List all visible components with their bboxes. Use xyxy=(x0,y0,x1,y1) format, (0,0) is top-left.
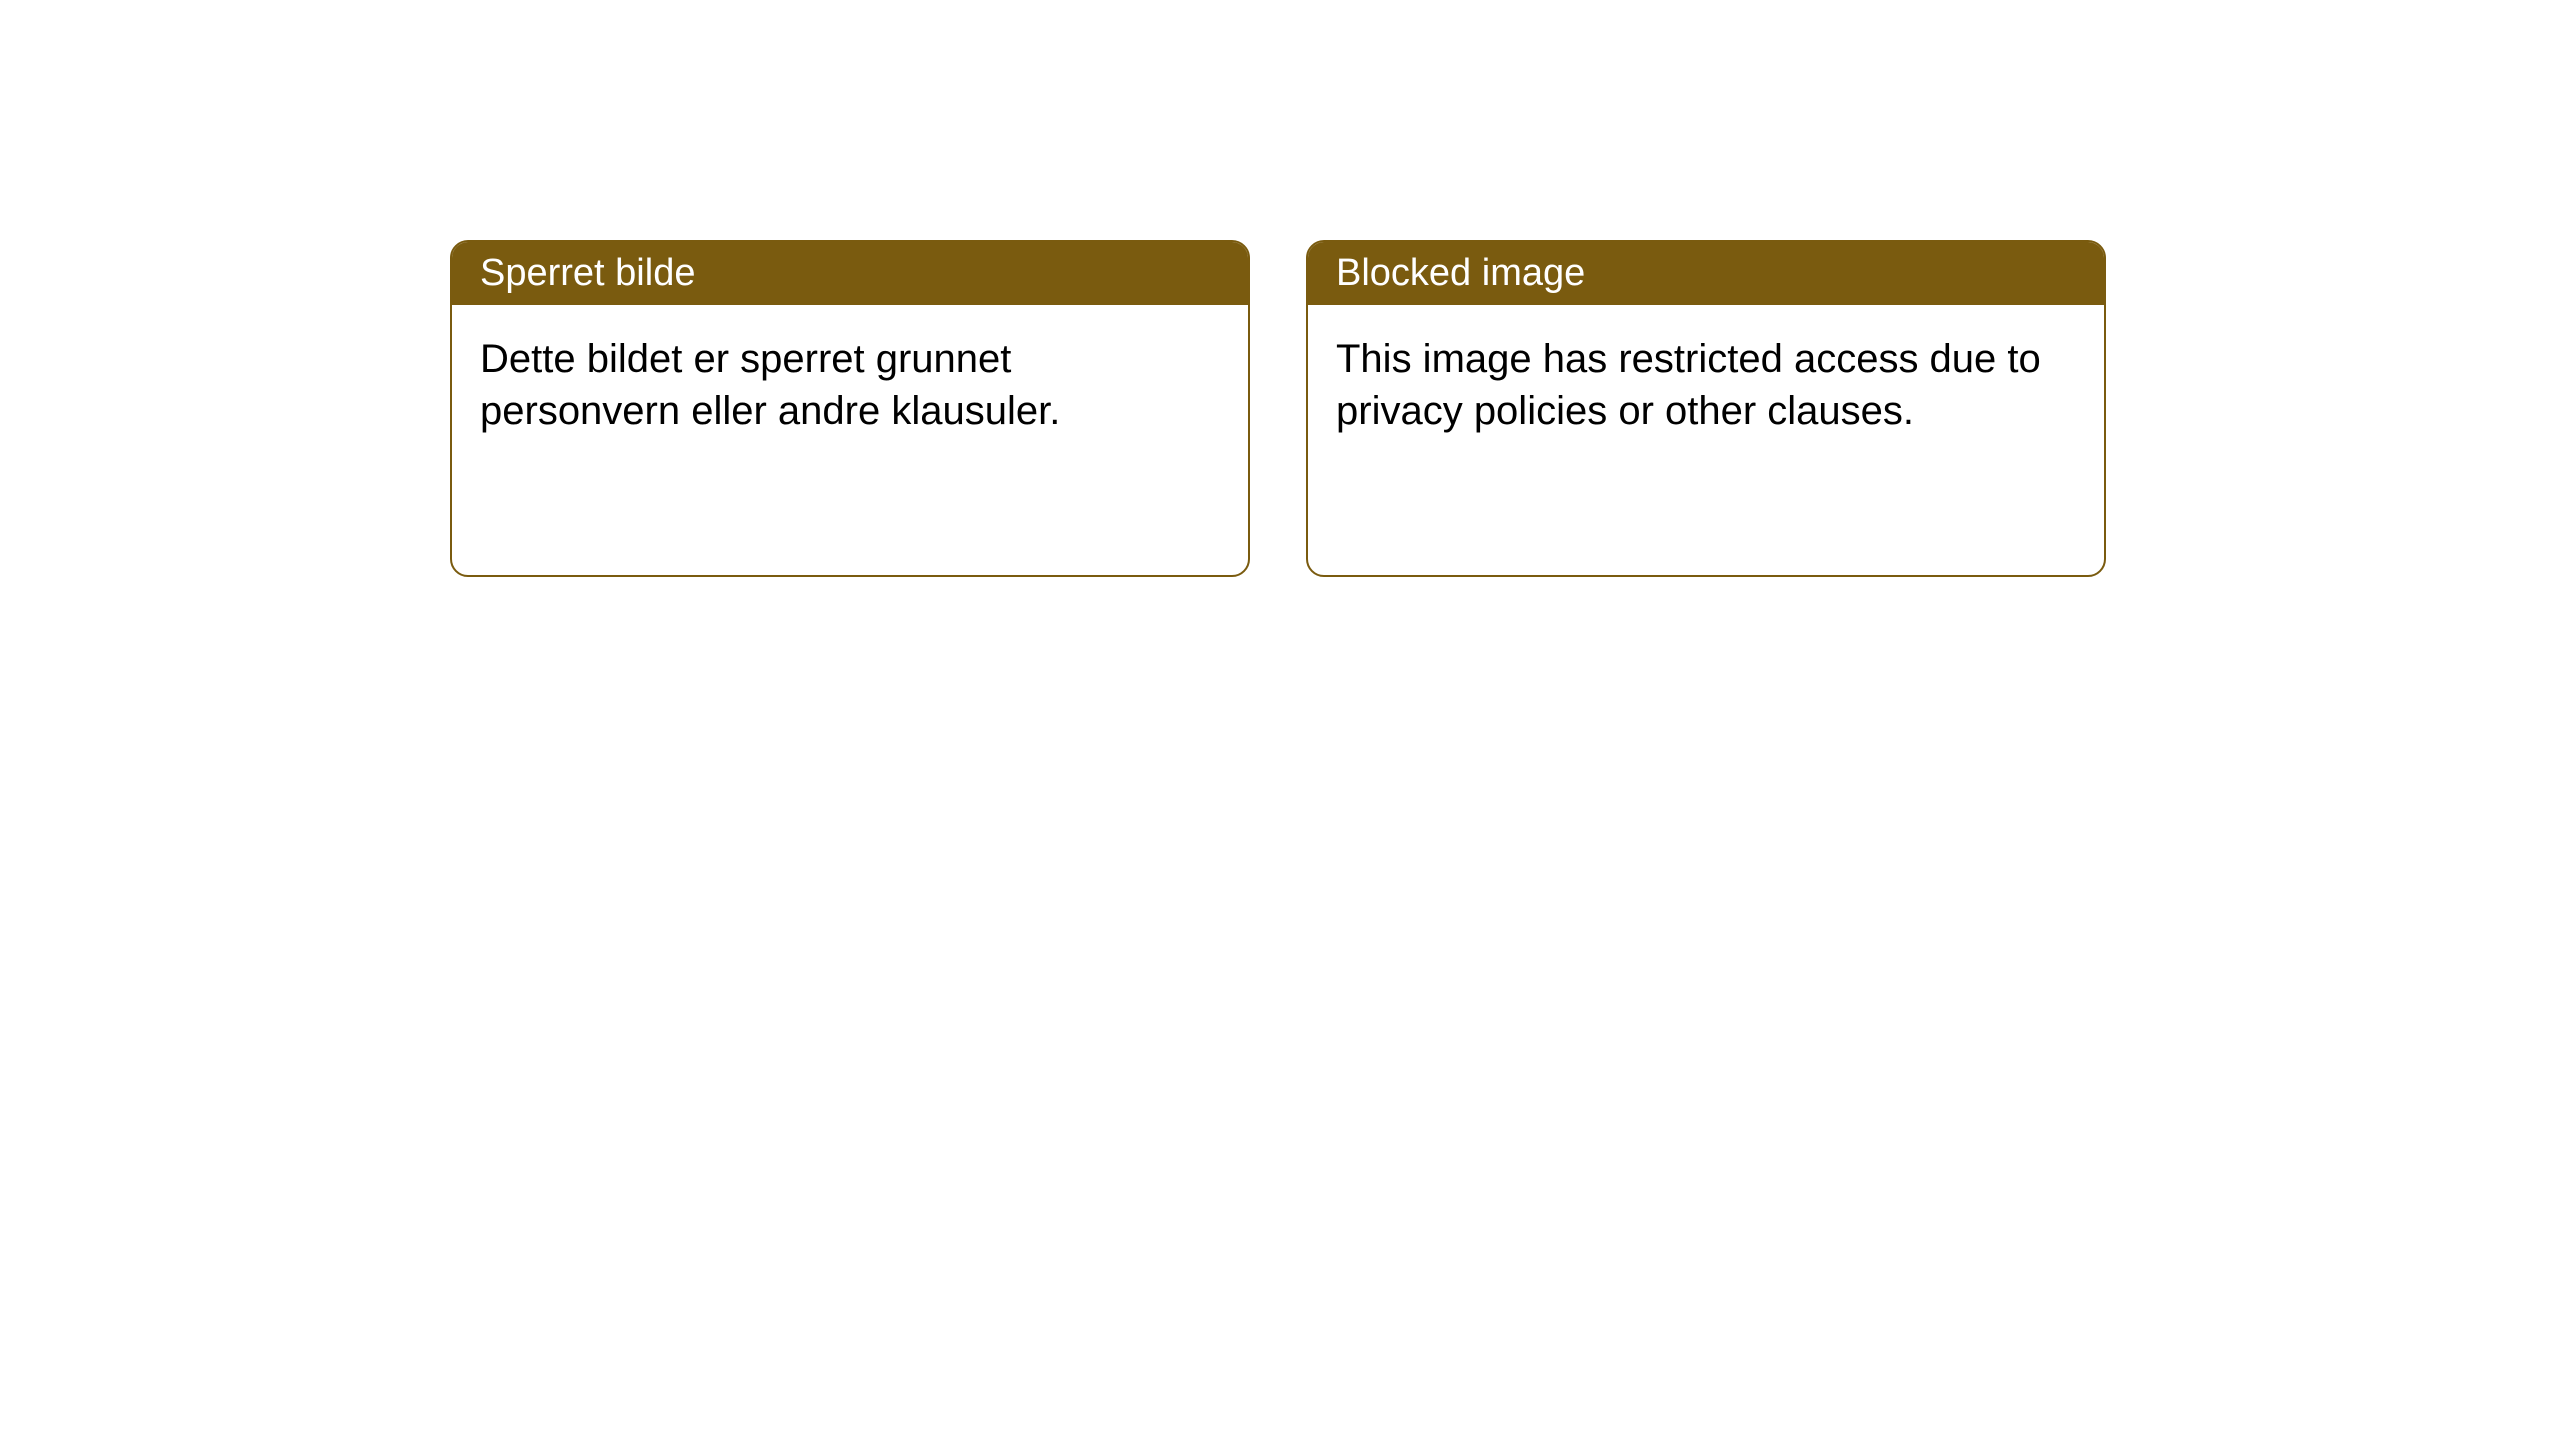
notice-text-english: This image has restricted access due to … xyxy=(1336,337,2041,433)
notice-container: Sperret bilde Dette bildet er sperret gr… xyxy=(450,240,2106,577)
notice-body-norwegian: Dette bildet er sperret grunnet personve… xyxy=(452,305,1248,575)
notice-title-english: Blocked image xyxy=(1336,252,1585,294)
notice-header-english: Blocked image xyxy=(1308,242,2104,305)
notice-body-english: This image has restricted access due to … xyxy=(1308,305,2104,575)
notice-text-norwegian: Dette bildet er sperret grunnet personve… xyxy=(480,337,1060,433)
notice-header-norwegian: Sperret bilde xyxy=(452,242,1248,305)
notice-card-norwegian: Sperret bilde Dette bildet er sperret gr… xyxy=(450,240,1250,577)
notice-card-english: Blocked image This image has restricted … xyxy=(1306,240,2106,577)
notice-title-norwegian: Sperret bilde xyxy=(480,252,695,294)
